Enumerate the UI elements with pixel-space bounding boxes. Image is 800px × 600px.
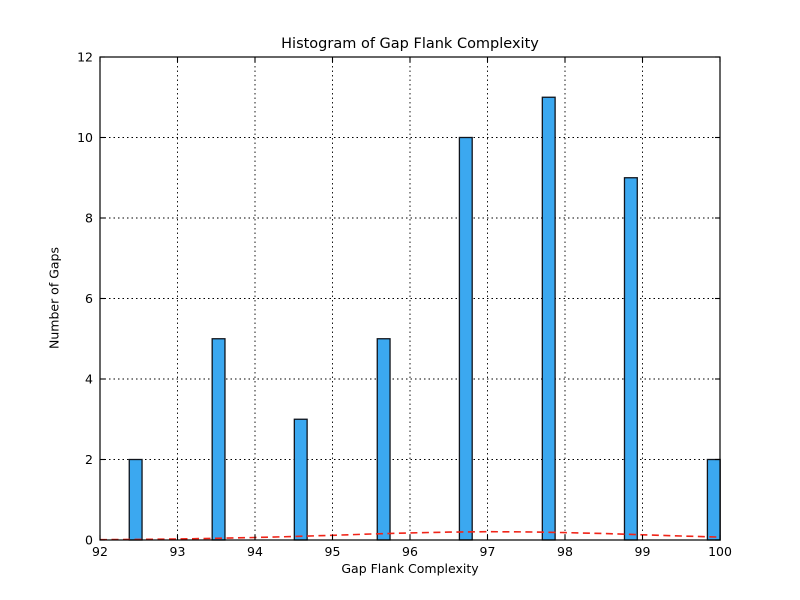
y-tick-label: 8 — [85, 211, 93, 226]
x-tick-label: 99 — [635, 544, 651, 559]
chart-title: Histogram of Gap Flank Complexity — [281, 36, 539, 52]
histogram-bar — [706, 458, 721, 541]
x-axis-label: Gap Flank Complexity — [341, 561, 479, 576]
histogram-bar — [293, 418, 308, 541]
x-tick-label: 92 — [92, 544, 108, 559]
histogram-bar — [458, 136, 473, 541]
y-tick-label: 10 — [77, 130, 93, 145]
y-tick-label: 6 — [85, 291, 93, 306]
x-tick-label: 95 — [325, 544, 341, 559]
histogram-bar — [211, 338, 226, 541]
histogram-bar — [541, 96, 556, 541]
y-tick-label: 12 — [77, 50, 93, 65]
x-tick-label: 97 — [480, 544, 496, 559]
x-tick-label: 98 — [557, 544, 573, 559]
histogram-bar — [128, 458, 143, 541]
x-tick-label: 93 — [170, 544, 186, 559]
y-tick-label: 4 — [85, 372, 93, 387]
histogram-bar — [623, 177, 638, 541]
histogram-bar — [376, 338, 391, 541]
x-tick-label: 96 — [402, 544, 418, 559]
x-tick-label: 100 — [708, 544, 732, 559]
y-tick-label: 2 — [85, 452, 93, 467]
x-tick-label: 94 — [247, 544, 263, 559]
y-tick-label: 0 — [85, 533, 93, 548]
